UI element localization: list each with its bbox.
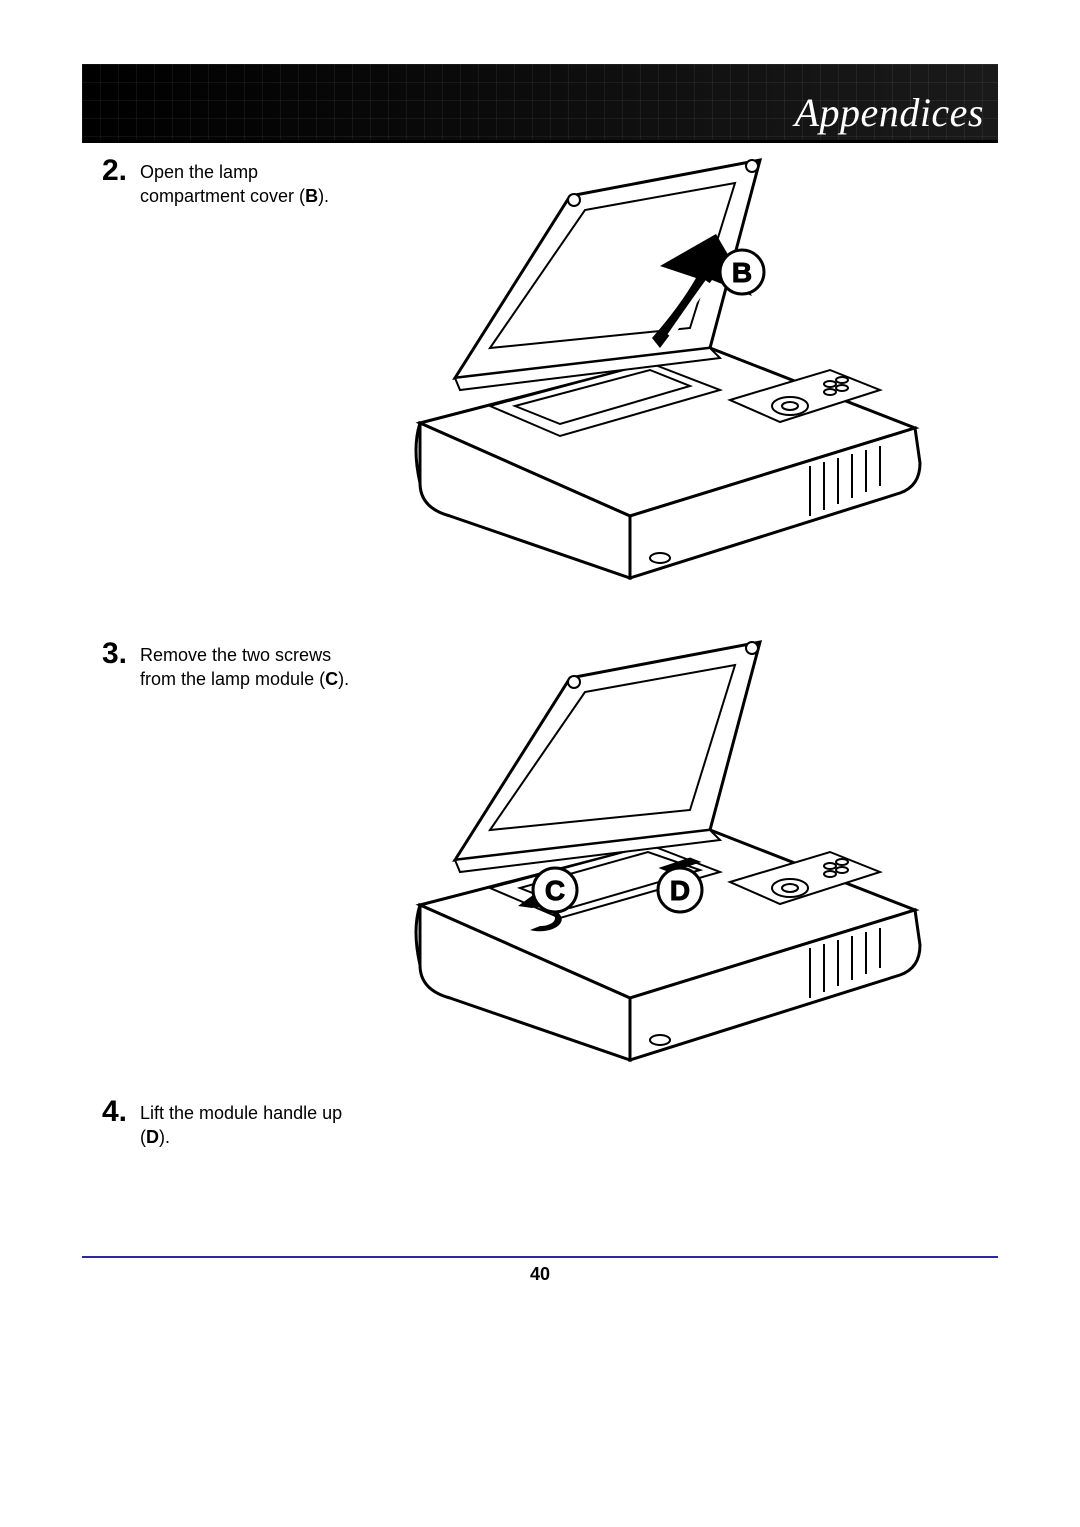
step-2: 2. Open the lamp compartment cover (B). <box>102 154 362 234</box>
header-underline <box>82 140 998 143</box>
step-3-text-a: Remove the two screws from the lamp modu… <box>140 645 331 689</box>
step-3: 3. Remove the two screws from the lamp m… <box>102 637 362 737</box>
step-2-text-bold: B <box>305 186 318 206</box>
step-3-number: 3. <box>102 637 140 671</box>
step-2-text-a: Open the lamp compartment cover ( <box>140 162 305 206</box>
step-4-text-c: ). <box>159 1127 170 1147</box>
step-2-text-c: ). <box>318 186 329 206</box>
step-3-text-c: ). <box>338 669 349 689</box>
step-3-text-bold: C <box>325 669 338 689</box>
page-number: 40 <box>0 1264 1080 1285</box>
callout-d-label: D <box>670 875 690 906</box>
step-4-number: 4. <box>102 1095 140 1129</box>
callout-c-label: C <box>545 875 565 906</box>
step-4-text: Lift the module handle up (D). <box>140 1101 360 1150</box>
step-2-text: Open the lamp compartment cover (B). <box>140 160 360 209</box>
step-2-number: 2. <box>102 154 140 188</box>
illustration-b: B <box>360 148 940 598</box>
step-4-text-bold: D <box>146 1127 159 1147</box>
step-3-text: Remove the two screws from the lamp modu… <box>140 643 360 692</box>
header-band: Appendices <box>82 64 998 140</box>
callout-b-label: B <box>732 257 752 288</box>
illustration-cd: C D <box>360 630 940 1080</box>
step-4: 4. Lift the module handle up (D). <box>102 1095 362 1175</box>
header-title: Appendices <box>795 89 984 136</box>
page: Appendices 2. Open the lamp compartment … <box>0 0 1080 1527</box>
step-4-text-a: Lift the module handle up ( <box>140 1103 342 1147</box>
footer-rule <box>82 1256 998 1258</box>
